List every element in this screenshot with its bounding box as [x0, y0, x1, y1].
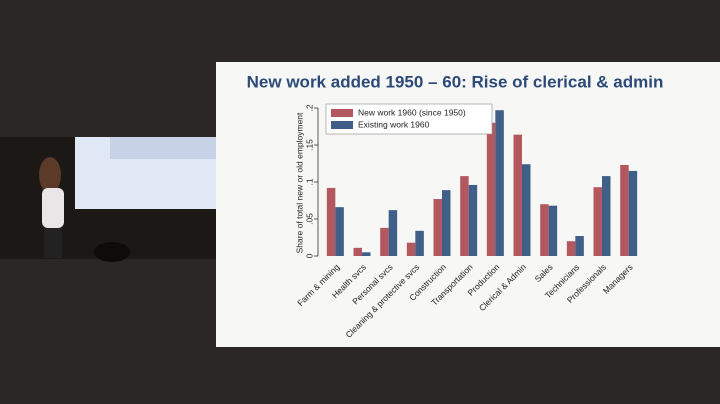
bar [513, 134, 522, 256]
bar [628, 170, 638, 256]
bar [522, 164, 531, 256]
bar [353, 247, 362, 256]
bar [380, 227, 389, 256]
bar [326, 187, 336, 256]
y-tick-label: .15 [304, 139, 314, 151]
bar [495, 110, 504, 256]
y-tick-label: .05 [304, 213, 314, 225]
speaker-hair [39, 157, 61, 193]
bar [575, 236, 584, 256]
projected-chart [110, 137, 216, 159]
speaker-body [42, 188, 64, 228]
audience-head [94, 242, 130, 262]
y-axis-label: Share of total new or old employment [294, 112, 304, 253]
bar [460, 176, 469, 256]
bar [566, 241, 576, 256]
legend-swatch [331, 109, 353, 117]
bar [468, 184, 478, 256]
bar [548, 205, 558, 256]
legend-box [325, 103, 493, 135]
legend-label: New work 1960 (since 1950) [358, 107, 466, 117]
y-tick-label: .2 [304, 104, 314, 111]
bar [433, 199, 442, 256]
bar [602, 176, 611, 256]
bar [540, 204, 549, 256]
bar [406, 242, 416, 256]
bar [620, 164, 629, 256]
bar [486, 122, 496, 256]
bar [415, 230, 424, 256]
legend-label: Existing work 1960 [358, 119, 430, 129]
y-tick-label: 0 [304, 253, 314, 258]
bar [335, 207, 344, 256]
y-tick-label: .1 [304, 178, 314, 185]
bar [593, 187, 602, 256]
speaker-legs [44, 228, 62, 258]
bar [362, 252, 371, 256]
legend-swatch [331, 121, 353, 129]
bar [388, 210, 398, 256]
bar [442, 190, 451, 256]
chart-title: New work added 1950 – 60: Rise of cleric… [247, 72, 664, 91]
